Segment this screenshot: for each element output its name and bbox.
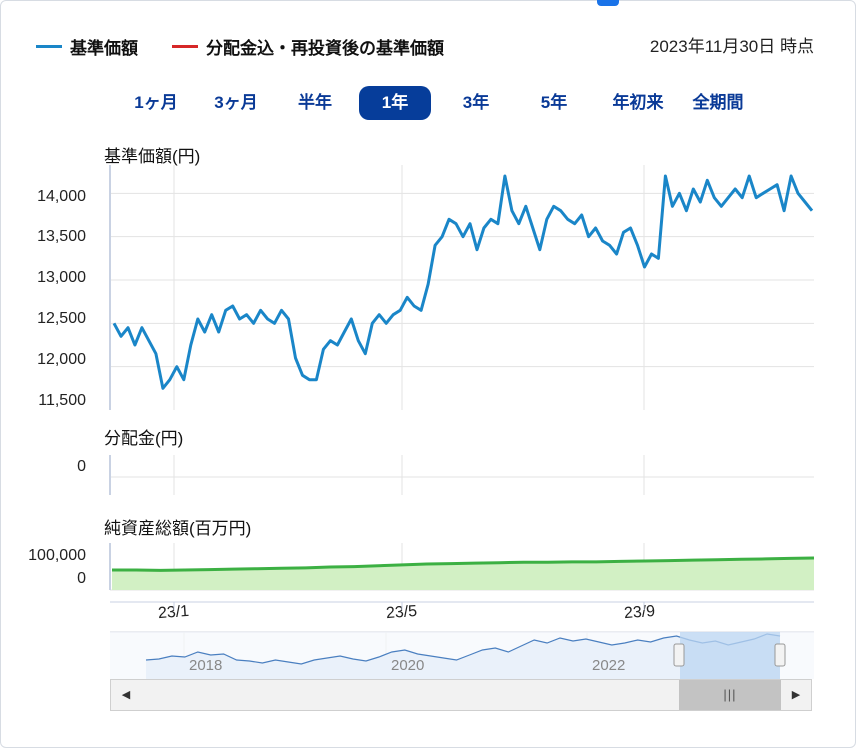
range-button-all[interactable]: 全期間 xyxy=(692,93,744,112)
legend-label-reinvested: 分配金込・再投資後の基準価額 xyxy=(206,39,444,58)
legend-swatch-reinvested xyxy=(172,45,198,48)
legend-item-reinvested: 分配金込・再投資後の基準価額 xyxy=(172,34,444,59)
y-tick-label: 12,000 xyxy=(37,351,86,368)
navigator-series-line xyxy=(145,633,781,665)
navigator-tick-label: 2022 xyxy=(592,657,626,674)
navigator-selection xyxy=(680,632,780,679)
y-tick-label: 13,000 xyxy=(37,269,86,286)
range-button-5y[interactable]: 5年 xyxy=(540,93,568,112)
y-tick-label: 14,000 xyxy=(37,188,86,205)
range-button-3m[interactable]: 3ヶ月 xyxy=(214,93,258,112)
navigator-tick-label: 2018 xyxy=(189,657,223,674)
range-button-1m[interactable]: 1ヶ月 xyxy=(134,93,178,112)
y-tick-label: 13,500 xyxy=(37,228,86,245)
legend-label-nav: 基準価額 xyxy=(70,39,138,58)
net-assets-area xyxy=(112,558,814,590)
y-tick-label: 11,500 xyxy=(38,392,86,409)
range-button-1y[interactable]: 1年 xyxy=(359,86,431,120)
range-button-3y[interactable]: 3年 xyxy=(462,93,490,112)
navigator-scrollbar[interactable]: ◀ ||| ▶ xyxy=(110,679,812,711)
navigator-handle-left xyxy=(673,643,685,667)
nav-series-line xyxy=(112,174,814,390)
legend-swatch-nav xyxy=(36,45,62,48)
y-tick-label: 0 xyxy=(77,570,86,587)
scroll-right-arrow-icon[interactable]: ▶ xyxy=(791,689,801,701)
range-button-6m[interactable]: 半年 xyxy=(298,93,332,112)
navigator-handle-right xyxy=(774,643,786,667)
navigator-tick-label: 2020 xyxy=(391,657,425,674)
range-button-ytd[interactable]: 年初来 xyxy=(612,93,664,112)
legend-item-nav: 基準価額 xyxy=(36,34,138,59)
as-of-date: 2023年11月30日 時点 xyxy=(649,37,814,56)
net-assets-line xyxy=(112,556,815,572)
top-tab-indicator xyxy=(597,0,619,6)
legend: 基準価額 分配金込・再投資後の基準価額 xyxy=(36,34,478,59)
nav-chart-title: 基準価額(円) xyxy=(104,147,201,166)
y-tick-label: 12,500 xyxy=(37,310,86,327)
distribution-chart-title: 分配金(円) xyxy=(104,429,184,448)
navigator-area xyxy=(146,634,780,679)
scroll-left-arrow-icon[interactable]: ◀ xyxy=(121,689,131,701)
y-tick-label: 100,000 xyxy=(28,547,86,564)
y-tick-label: 0 xyxy=(77,458,86,475)
range-selector: 1ヶ月 3ヶ月 半年 1年 3年 5年 年初来 全期間 xyxy=(0,86,858,120)
net-assets-chart-title: 純資産総額(百万円) xyxy=(104,519,252,538)
scroll-thumb[interactable]: ||| xyxy=(679,680,781,710)
